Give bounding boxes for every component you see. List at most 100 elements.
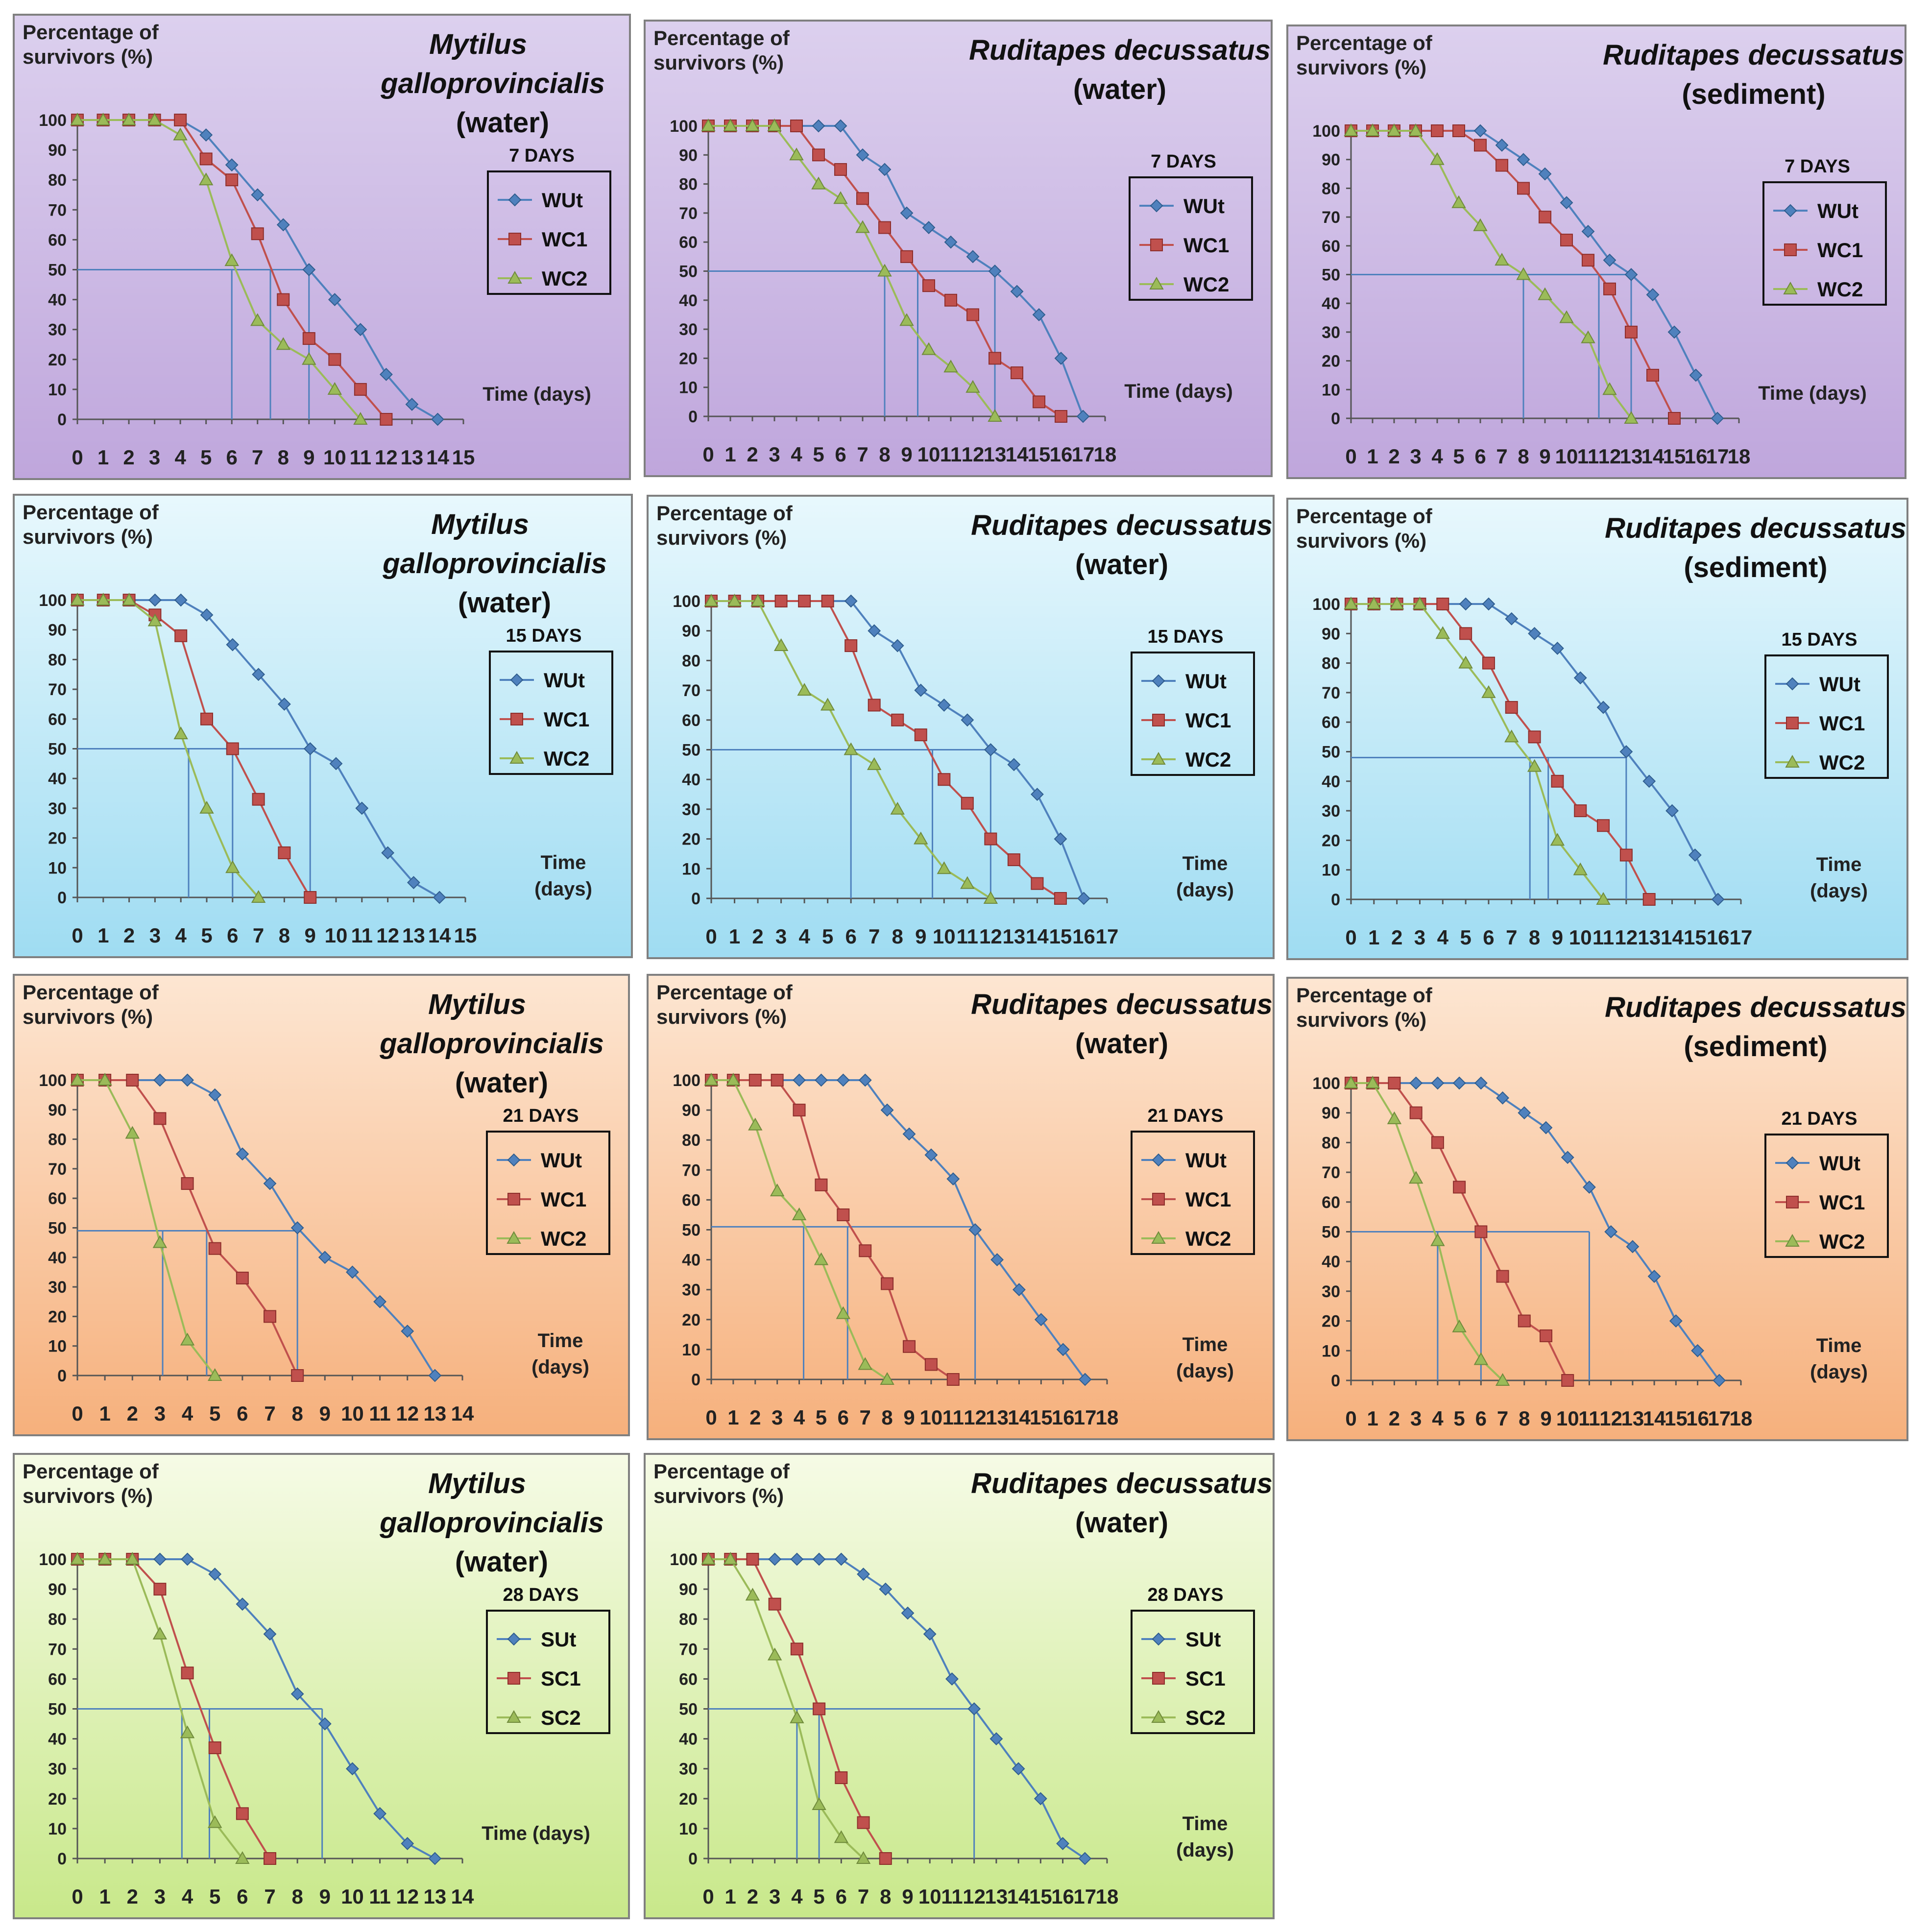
data-point xyxy=(327,382,342,395)
x-tick-label: 8 xyxy=(1529,926,1540,949)
y-tick-label: 10 xyxy=(48,1337,67,1356)
data-point xyxy=(121,112,136,125)
data-point xyxy=(924,1358,938,1371)
data-point xyxy=(914,728,927,742)
x-tick-label: 12 xyxy=(1599,1407,1622,1430)
x-tick-label: 0 xyxy=(1345,445,1356,468)
x-tick-label: 2 xyxy=(127,1885,138,1908)
data-point xyxy=(1031,877,1044,890)
data-point xyxy=(1473,1352,1489,1365)
data-point xyxy=(264,1310,276,1323)
x-tick-label: 10 xyxy=(341,1402,364,1425)
y-axis-label-line1: Percentage of xyxy=(23,501,159,524)
data-point xyxy=(1453,1181,1466,1194)
data-point xyxy=(1387,1111,1402,1124)
data-point xyxy=(1597,819,1610,832)
x-tick-label: 8 xyxy=(291,1885,303,1908)
data-point xyxy=(1784,243,1797,256)
panel-background xyxy=(13,974,630,1436)
data-point xyxy=(224,253,239,266)
x-tick-label: 10 xyxy=(917,443,941,466)
x-tick-label: 17 xyxy=(1708,1407,1731,1430)
data-point xyxy=(1561,1151,1574,1164)
data-point xyxy=(401,1837,414,1850)
chart-title-line2: galloprovincialis xyxy=(380,68,605,99)
y-tick-label: 90 xyxy=(48,1580,67,1599)
data-point xyxy=(199,128,213,142)
panel-background xyxy=(13,494,633,958)
y-tick-label: 10 xyxy=(679,1820,698,1838)
data-point xyxy=(507,270,522,284)
y-tick-label: 10 xyxy=(682,1341,700,1359)
y-tick-label: 20 xyxy=(48,1307,67,1326)
y-tick-label: 80 xyxy=(682,1131,700,1150)
x-tick-label: 14 xyxy=(451,1402,474,1425)
legend-label-WC2: WC2 xyxy=(1817,278,1863,301)
data-point xyxy=(208,1815,222,1828)
x-tick-label: 8 xyxy=(880,1885,891,1908)
data-point xyxy=(923,1627,937,1641)
data-point xyxy=(510,713,523,725)
x-tick-label: 0 xyxy=(72,1402,83,1425)
y-tick-label: 70 xyxy=(48,680,67,699)
y-tick-label: 20 xyxy=(679,349,698,368)
legend-label-WUt: WUt xyxy=(1185,1149,1227,1172)
x-tick-label: 16 xyxy=(1707,926,1730,949)
y-tick-label: 80 xyxy=(48,1131,67,1149)
y-tick-label: 90 xyxy=(48,141,67,160)
x-axis-label-line2: (days) xyxy=(1810,1361,1868,1383)
x-tick-label: 0 xyxy=(72,1885,83,1908)
data-point xyxy=(1538,167,1552,181)
y-tick-label: 70 xyxy=(1322,1163,1340,1182)
x-tick-label: 15 xyxy=(454,924,477,947)
data-point xyxy=(1473,218,1488,231)
y-tick-label: 90 xyxy=(1322,1104,1340,1123)
data-point xyxy=(200,608,214,622)
data-point xyxy=(1783,281,1798,294)
x-tick-label: 18 xyxy=(1094,443,1117,466)
legend-label-WC1: WC1 xyxy=(1817,239,1863,262)
data-point xyxy=(153,1552,167,1566)
data-point xyxy=(900,206,914,220)
data-point xyxy=(701,1551,716,1565)
data-point xyxy=(1152,1672,1165,1685)
panel-background xyxy=(13,14,631,480)
x-tick-label: 1 xyxy=(724,443,736,466)
x-tick-label: 13 xyxy=(986,1406,1009,1429)
y-tick-label: 0 xyxy=(691,1371,700,1389)
y-axis-label-line1: Percentage of xyxy=(656,502,793,525)
data-point xyxy=(922,221,936,234)
x-tick-label: 3 xyxy=(775,925,787,948)
data-point xyxy=(147,613,163,627)
x-tick-label: 12 xyxy=(396,1885,419,1908)
x-tick-label: 1 xyxy=(1368,926,1379,949)
y-tick-label: 30 xyxy=(48,799,67,818)
data-point xyxy=(226,742,239,755)
data-point xyxy=(1550,833,1565,846)
x-tick-label: 9 xyxy=(319,1402,331,1425)
data-point xyxy=(960,876,975,889)
data-point xyxy=(1626,1240,1640,1254)
data-point xyxy=(793,1073,806,1087)
data-point xyxy=(1030,788,1044,801)
data-point xyxy=(990,1253,1004,1267)
x-tick-label: 0 xyxy=(1345,926,1356,949)
data-point xyxy=(1078,1373,1092,1386)
x-tick-label: 8 xyxy=(1518,445,1529,468)
x-tick-label: 7 xyxy=(858,1885,869,1908)
data-point xyxy=(1624,268,1638,281)
x-tick-label: 3 xyxy=(154,1402,166,1425)
data-point xyxy=(181,1552,194,1566)
y-tick-label: 30 xyxy=(1322,323,1340,342)
data-point xyxy=(428,1369,442,1382)
x-tick-label: 7 xyxy=(857,443,868,466)
data-point xyxy=(1517,182,1530,195)
data-point xyxy=(250,313,265,326)
y-tick-label: 20 xyxy=(1322,831,1340,850)
x-tick-label: 10 xyxy=(325,924,348,947)
data-point xyxy=(152,1626,168,1640)
x-tick-label: 4 xyxy=(1431,445,1443,468)
